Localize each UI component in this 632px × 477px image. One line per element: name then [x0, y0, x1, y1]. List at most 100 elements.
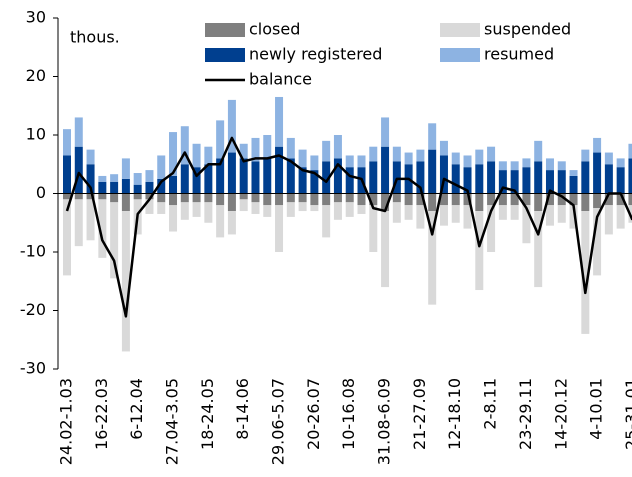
- bar: [263, 158, 272, 194]
- bar: [463, 155, 472, 168]
- bar: [475, 149, 484, 165]
- bar: [463, 167, 472, 194]
- bar: [345, 155, 354, 168]
- bar: [192, 143, 201, 168]
- x-tick-label: 29.06-5.07: [269, 378, 288, 465]
- bar: [439, 205, 448, 226]
- bar: [628, 158, 632, 194]
- bar: [322, 205, 331, 238]
- bar: [428, 193, 437, 212]
- bar: [545, 205, 554, 226]
- bar: [392, 202, 401, 223]
- bar: [204, 146, 213, 165]
- bar: [604, 164, 613, 194]
- bar: [510, 193, 519, 206]
- bar: [345, 193, 354, 203]
- x-tick-label: 10-16.08: [339, 378, 358, 450]
- bar: [534, 211, 543, 288]
- bar: [510, 170, 519, 194]
- bar: [298, 149, 307, 168]
- bar: [487, 193, 496, 206]
- bar: [616, 167, 625, 194]
- bar: [487, 161, 496, 194]
- legend-swatch: [205, 23, 245, 37]
- bar: [275, 146, 284, 194]
- bar: [392, 146, 401, 162]
- legend-label: resumed: [484, 45, 554, 64]
- y-tick-label: -20: [20, 300, 46, 319]
- bar: [145, 199, 154, 214]
- bar: [581, 149, 590, 162]
- bar: [227, 99, 236, 153]
- bar: [204, 202, 213, 223]
- bar: [216, 193, 225, 206]
- bar: [510, 161, 519, 171]
- bar: [204, 193, 213, 203]
- bar: [157, 155, 166, 179]
- bar: [239, 158, 248, 194]
- bar: [404, 205, 413, 220]
- bar: [133, 173, 142, 185]
- bar: [545, 193, 554, 206]
- bar: [63, 199, 71, 276]
- bar: [251, 137, 260, 162]
- bar: [487, 205, 496, 252]
- bar: [275, 205, 284, 252]
- bar: [121, 158, 130, 179]
- bar: [192, 193, 201, 203]
- x-tick-label: 25-31.01: [622, 378, 632, 450]
- bar: [86, 149, 95, 165]
- x-tick-label: 16-22.03: [92, 378, 111, 450]
- bar: [98, 193, 107, 200]
- x-tick-label: 14-20.12: [551, 378, 570, 450]
- bar: [86, 164, 95, 194]
- bar: [557, 205, 566, 223]
- bar: [298, 202, 307, 212]
- y-tick-label: 0: [36, 183, 46, 202]
- bar: [180, 126, 189, 165]
- bar: [251, 202, 260, 214]
- bar: [381, 146, 390, 194]
- bar: [121, 193, 130, 212]
- bar: [298, 193, 307, 203]
- bar: [169, 175, 178, 194]
- bar: [63, 129, 71, 156]
- bar: [557, 170, 566, 194]
- bar: [216, 205, 225, 238]
- bar: [628, 193, 632, 206]
- bar: [498, 161, 507, 171]
- bar: [310, 170, 319, 194]
- bar: [74, 117, 83, 147]
- bar: [369, 161, 378, 194]
- bar: [263, 205, 272, 217]
- bar: [145, 170, 154, 182]
- bar: [110, 193, 119, 203]
- legend-swatch: [440, 48, 480, 62]
- bar: [286, 158, 295, 194]
- bar: [534, 161, 543, 194]
- bar: [227, 211, 236, 235]
- bar: [98, 181, 107, 194]
- bar: [169, 193, 178, 206]
- bar: [593, 193, 602, 209]
- bar: [345, 202, 354, 217]
- bar: [275, 193, 284, 206]
- bar: [333, 202, 342, 220]
- bar: [381, 117, 390, 147]
- bar: [557, 193, 566, 206]
- bar: [522, 167, 531, 194]
- bar: [110, 181, 119, 194]
- y-tick-label: -10: [20, 242, 46, 261]
- bar: [498, 205, 507, 220]
- bar: [545, 170, 554, 194]
- bar: [510, 205, 519, 220]
- bar: [569, 175, 578, 194]
- bar: [310, 205, 319, 212]
- bar: [439, 193, 448, 206]
- legend-label: closed: [249, 20, 300, 39]
- bar: [227, 152, 236, 194]
- bar: [381, 193, 390, 212]
- bar: [345, 167, 354, 194]
